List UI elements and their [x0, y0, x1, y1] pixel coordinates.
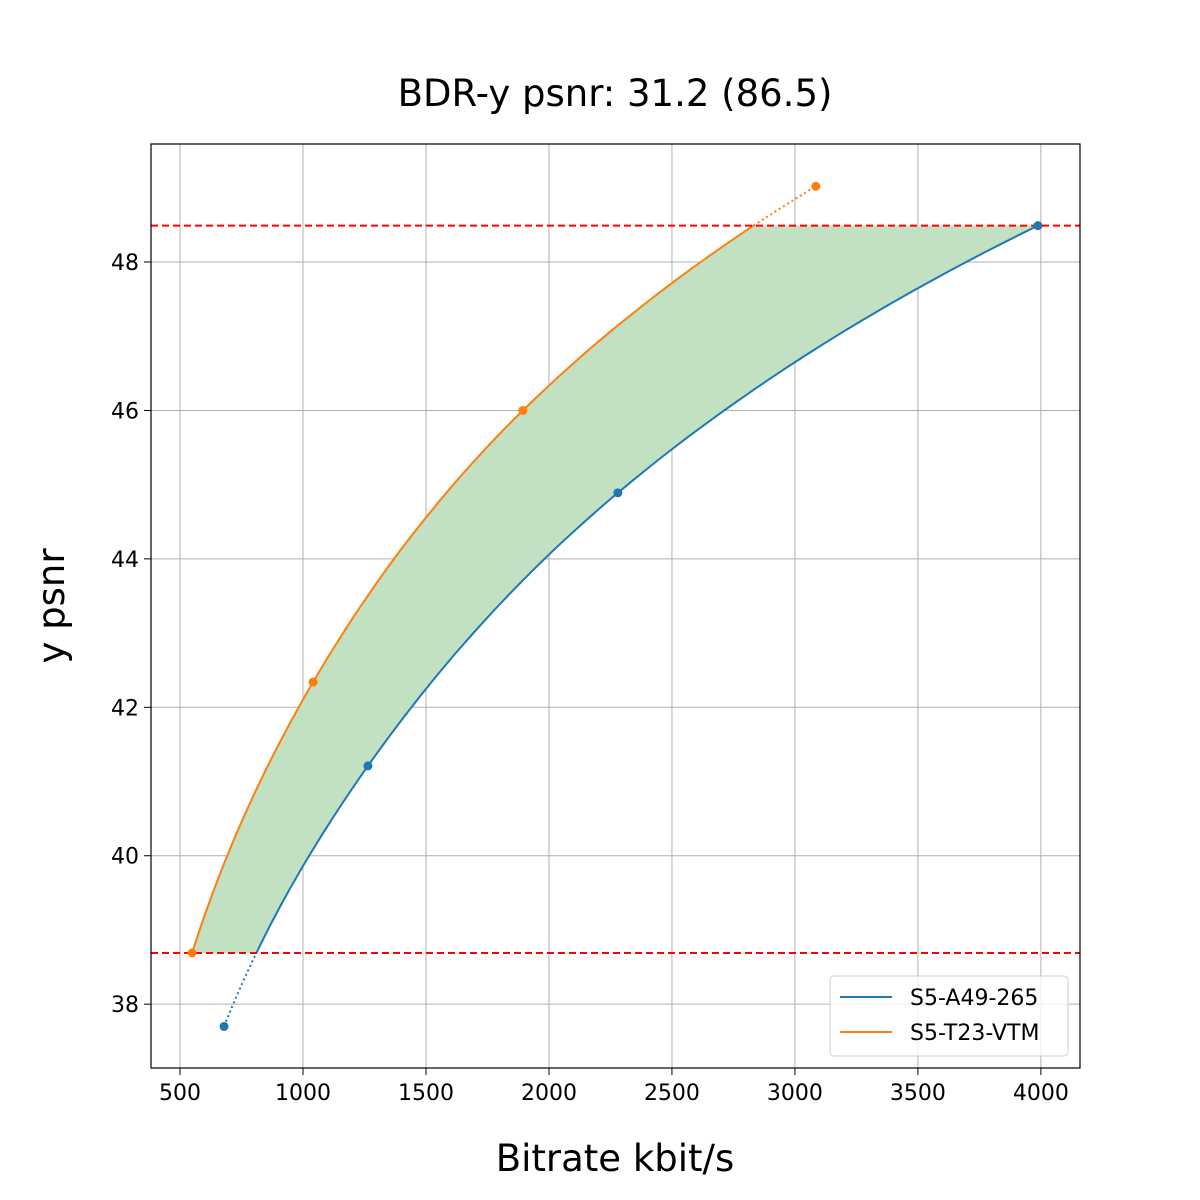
x-tick-label: 3000 — [767, 1081, 823, 1106]
y-tick-label: 46 — [111, 399, 139, 424]
y-tick-label: 42 — [111, 696, 139, 721]
data-point — [613, 488, 623, 498]
series-extrapolation — [223, 952, 258, 1027]
y-tick-label: 48 — [111, 251, 139, 276]
legend: S5-A49-265 S5-T23-VTM — [829, 975, 1069, 1057]
data-point — [219, 1021, 229, 1031]
y-axis-label: y psnr — [30, 548, 73, 664]
y-tick-label: 44 — [111, 548, 139, 573]
legend-label: S5-T23-VTM — [910, 1021, 1039, 1046]
plot-frame — [150, 143, 1081, 1069]
x-tick-label: 4000 — [1013, 1081, 1069, 1106]
x-tick-label: 1000 — [275, 1081, 331, 1106]
bdrate-fill-area — [192, 225, 1038, 954]
series-extrapolation — [753, 185, 817, 227]
data-point — [363, 761, 373, 771]
x-tick-label: 500 — [159, 1081, 201, 1106]
series-line — [255, 224, 1039, 954]
legend-label: S5-A49-265 — [910, 986, 1038, 1011]
data-point — [518, 405, 528, 415]
x-tick-label: 2500 — [644, 1081, 700, 1106]
x-axis-label: Bitrate kbit/s — [496, 1137, 735, 1180]
x-tick-label: 3500 — [890, 1081, 946, 1106]
data-point — [811, 181, 821, 191]
y-tick-label: 40 — [111, 845, 139, 870]
chart-title: BDR-y psnr: 31.2 (86.5) — [398, 72, 833, 115]
data-point — [187, 948, 197, 958]
data-point — [308, 677, 318, 687]
x-tick-label: 1500 — [398, 1081, 454, 1106]
y-tick-label: 38 — [111, 993, 139, 1018]
series-line — [191, 224, 755, 954]
data-point — [1033, 221, 1043, 231]
x-tick-label: 2000 — [521, 1081, 577, 1106]
